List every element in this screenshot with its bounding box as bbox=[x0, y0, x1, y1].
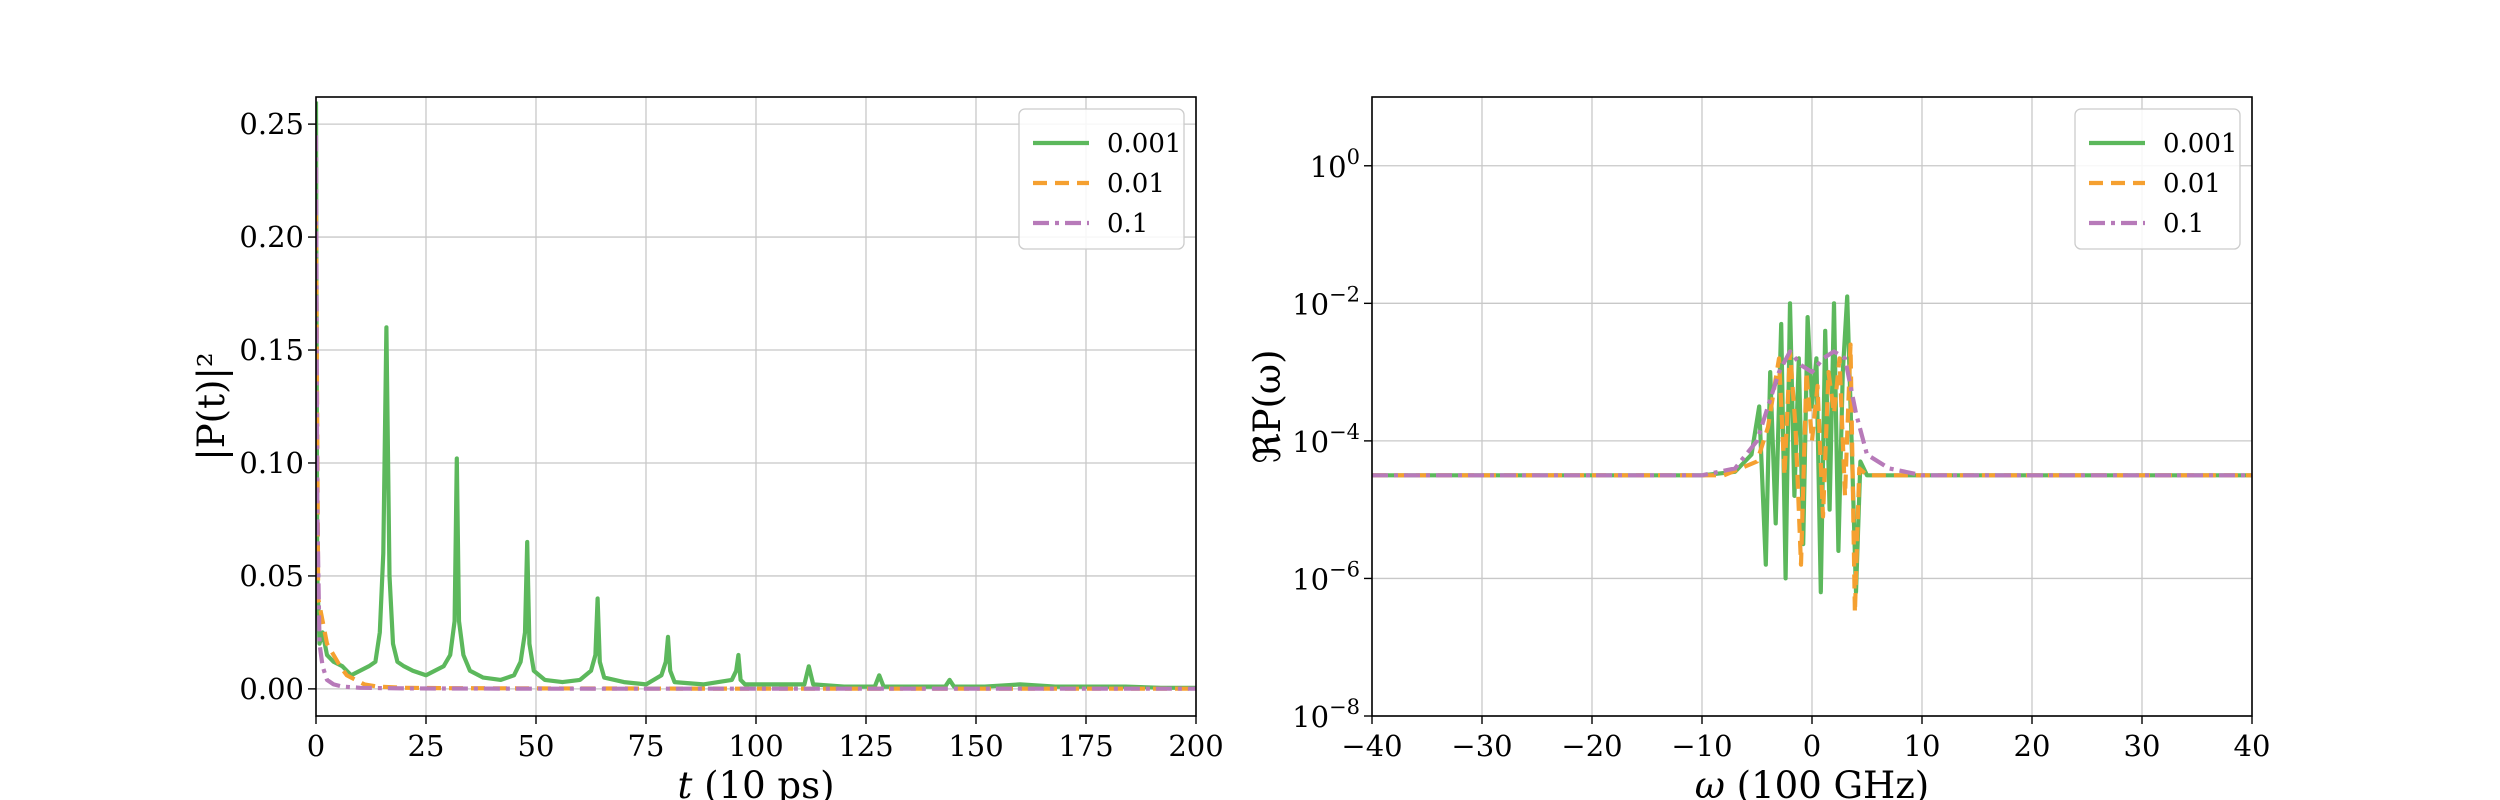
x-tick-label: 125 bbox=[838, 729, 893, 763]
y-axis-label: |P(t)|² bbox=[190, 352, 233, 460]
legend-label: 0.001 bbox=[1107, 129, 1181, 159]
x-tick-label: 75 bbox=[628, 729, 665, 763]
y-tick-exponent: −4 bbox=[1329, 420, 1360, 444]
legend-label: 0.1 bbox=[1107, 209, 1148, 239]
x-axis-label: ω (100 GHz) bbox=[1695, 764, 1930, 800]
x-tick-label: 0 bbox=[1803, 729, 1821, 763]
series-line-0.001 bbox=[1372, 294, 2252, 595]
x-axis-variable: ω bbox=[1695, 764, 1725, 800]
y-tick-label: 0.25 bbox=[239, 107, 304, 141]
y-tick-label: 10−8 bbox=[1292, 695, 1360, 734]
x-tick-label: 40 bbox=[2234, 729, 2271, 763]
x-tick-label: 30 bbox=[2124, 729, 2161, 763]
legend-label: 0.01 bbox=[2163, 169, 2221, 199]
x-axis-space bbox=[692, 764, 704, 800]
legend-label: 0.001 bbox=[2163, 129, 2237, 159]
x-tick-label: 20 bbox=[2014, 729, 2051, 763]
x-tick-label: 25 bbox=[408, 729, 445, 763]
x-tick-label: 175 bbox=[1058, 729, 1113, 763]
y-tick-exponent: −8 bbox=[1329, 695, 1360, 719]
x-axis-unit: (10 ps) bbox=[704, 764, 834, 800]
series-line-0.001 bbox=[316, 101, 1196, 690]
series-group bbox=[316, 101, 1196, 691]
y-tick-label: 0.10 bbox=[239, 446, 304, 480]
x-tick-label: −20 bbox=[1561, 729, 1622, 763]
x-tick-label: 10 bbox=[1904, 729, 1941, 763]
y-axis-label: ℜP(ω) bbox=[1246, 349, 1289, 463]
y-tick-label: 10−6 bbox=[1292, 557, 1360, 596]
series-line-0.1 bbox=[316, 135, 1196, 691]
y-tick-base: 10 bbox=[1310, 150, 1347, 184]
y-tick-label: 0.20 bbox=[239, 220, 304, 254]
x-axis-variable: t bbox=[677, 764, 692, 800]
y-tick-base: 10 bbox=[1292, 287, 1329, 321]
x-axis-label: t (10 ps) bbox=[677, 764, 834, 800]
y-tick-label: 10−4 bbox=[1292, 420, 1360, 459]
y-tick-base: 10 bbox=[1292, 425, 1329, 459]
x-tick-label: 0 bbox=[307, 729, 325, 763]
y-tick-exponent: −6 bbox=[1329, 557, 1360, 581]
y-tick-label: 0.05 bbox=[239, 559, 304, 593]
x-tick-label: −10 bbox=[1671, 729, 1732, 763]
y-tick-label: 0.15 bbox=[239, 333, 304, 367]
y-tick-label: 0.00 bbox=[239, 672, 304, 706]
y-tick-exponent: −2 bbox=[1329, 282, 1360, 306]
x-tick-label: 100 bbox=[728, 729, 783, 763]
x-tick-label: 150 bbox=[948, 729, 1003, 763]
y-tick-exponent: 0 bbox=[1347, 145, 1360, 169]
legend-label: 0.1 bbox=[2163, 209, 2204, 239]
legend: 0.001 0.01 0.1 bbox=[1018, 108, 1185, 250]
legend: 0.001 0.01 0.1 bbox=[2074, 108, 2241, 250]
series-line-0.1 bbox=[1372, 349, 2252, 478]
x-tick-label: 200 bbox=[1168, 729, 1223, 763]
x-tick-label: −30 bbox=[1451, 729, 1512, 763]
y-tick-base: 10 bbox=[1292, 562, 1329, 596]
x-tick-label: −40 bbox=[1341, 729, 1402, 763]
series-group bbox=[1372, 294, 2252, 615]
y-tick-label: 100 bbox=[1310, 145, 1360, 184]
x-tick-label: 50 bbox=[518, 729, 555, 763]
series-line-0.01 bbox=[1372, 342, 2252, 615]
y-tick-base: 10 bbox=[1292, 700, 1329, 734]
x-axis-space bbox=[1725, 764, 1737, 800]
y-tick-label: 10−2 bbox=[1292, 282, 1360, 321]
legend-label: 0.01 bbox=[1107, 169, 1165, 199]
left-panel-time-signal: 0 25 50 75 100 125 150 175 200 0.00 0.05 0.10 0.15 0.… bbox=[190, 96, 1224, 800]
x-axis-unit: (100 GHz) bbox=[1737, 764, 1930, 800]
right-panel-spectrum: −40 −30 −20 −10 0 10 20 30 4010−810−610−410−2100… bbox=[1246, 96, 2271, 800]
